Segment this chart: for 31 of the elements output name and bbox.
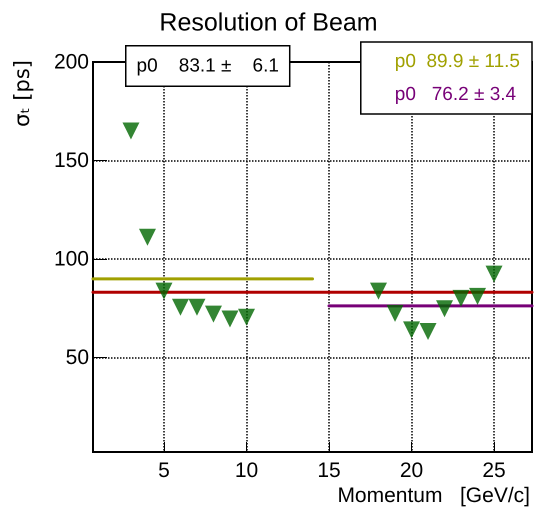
x-tick-label: 20 — [400, 459, 424, 482]
point — [155, 282, 172, 300]
x-tick-label: 5 — [158, 459, 170, 482]
x-tick-label: 25 — [482, 459, 506, 482]
y-tick-label: 100 — [54, 247, 89, 270]
point — [138, 228, 156, 246]
point — [188, 298, 206, 316]
point — [172, 298, 189, 316]
x-tick-label: 15 — [317, 459, 341, 482]
point — [452, 290, 470, 307]
x-tick-label: 10 — [234, 459, 258, 482]
point — [436, 300, 454, 318]
point — [486, 266, 503, 283]
point — [386, 304, 404, 322]
y-tick-label: 150 — [54, 148, 89, 172]
text: p0 89.9 ± 11.5 — [394, 51, 520, 72]
chart-title: Resolution of Beam — [159, 8, 378, 36]
y-axis-title: σₜ [ps] — [10, 60, 34, 127]
annotation: p0 83.1 ± 6.1 — [136, 56, 279, 76]
point — [221, 310, 238, 328]
point — [370, 282, 388, 300]
point — [204, 306, 222, 323]
text: p0 76.2 ± 3.4 — [394, 84, 517, 105]
point — [238, 308, 255, 326]
point — [420, 322, 437, 340]
point — [403, 321, 420, 338]
point — [122, 122, 140, 140]
x-axis-title: Momentum [GeV/c] — [337, 484, 530, 507]
y-tick-label: 200 — [54, 50, 89, 74]
y-tick-label: 50 — [66, 346, 89, 369]
point — [469, 288, 486, 305]
